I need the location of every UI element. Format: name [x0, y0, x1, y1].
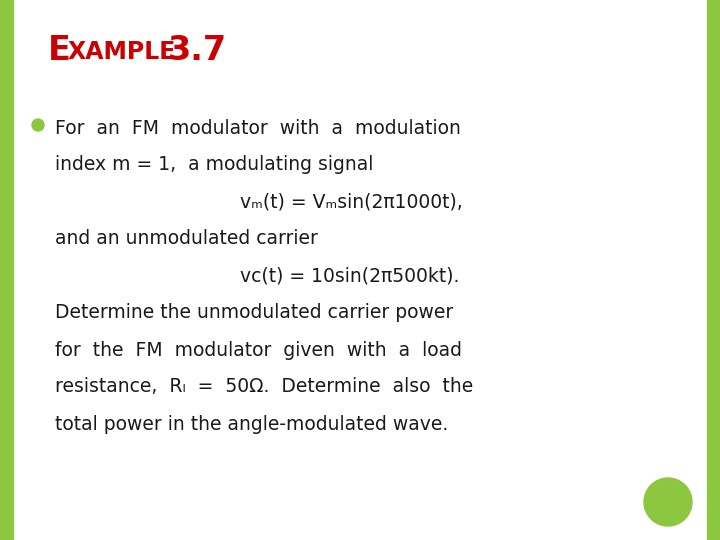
Text: Determine the unmodulated carrier power: Determine the unmodulated carrier power	[55, 303, 454, 322]
Text: E: E	[48, 33, 71, 66]
Text: vᴄ(t) = 10sin(2π500kt).: vᴄ(t) = 10sin(2π500kt).	[240, 267, 459, 286]
Circle shape	[32, 119, 44, 131]
Text: XAMPLE: XAMPLE	[68, 40, 176, 64]
Text: For  an  FM  modulator  with  a  modulation: For an FM modulator with a modulation	[55, 118, 461, 138]
Text: 3.7: 3.7	[168, 33, 227, 66]
Bar	[0, 0, 13, 540]
Text: total power in the angle-modulated wave.: total power in the angle-modulated wave.	[55, 415, 449, 434]
Text: for  the  FM  modulator  given  with  a  load: for the FM modulator given with a load	[55, 341, 462, 360]
Text: and an unmodulated carrier: and an unmodulated carrier	[55, 230, 318, 248]
Bar	[707, 0, 720, 540]
Text: vₘ(t) = Vₘsin(2π1000t),: vₘ(t) = Vₘsin(2π1000t),	[240, 192, 463, 212]
Text: index m = 1,  a modulating signal: index m = 1, a modulating signal	[55, 156, 374, 174]
Text: resistance,  Rₗ  =  50Ω.  Determine  also  the: resistance, Rₗ = 50Ω. Determine also the	[55, 377, 473, 396]
Circle shape	[644, 478, 692, 526]
